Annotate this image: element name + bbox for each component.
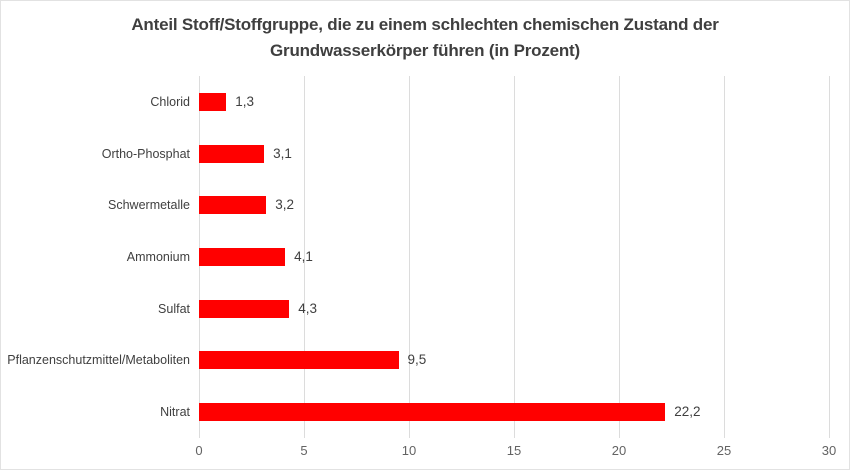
bar-value-label: 3,1 [273,145,292,161]
bar-value-label: 1,3 [235,93,255,109]
chart-title-line-2: Grundwasserkörper führen (in Prozent) [270,41,580,60]
bar-value-label: 9,5 [407,352,427,368]
bar-chlorid [199,92,227,111]
x-tick-label: 5 [300,443,308,458]
category-label: Sulfat [158,301,190,316]
category-label: Schwermetalle [108,198,190,213]
gridline-x-10 [408,76,410,438]
x-tick-label: 15 [506,443,522,458]
bar-value-label: 3,2 [275,197,294,213]
gridline-x-20 [618,76,620,438]
bar-nitrat [199,403,666,422]
chart-title-line-1: Anteil Stoff/Stoffgruppe, die zu einem s… [131,15,719,34]
bar-value-label: 4,1 [294,249,313,264]
gridline-x-5 [303,76,305,438]
category-label: Ortho-Phosphat [101,146,190,161]
x-tick-label: 0 [195,443,203,458]
bar-ammonium [199,248,286,266]
bar-value-label: 4,3 [298,300,318,316]
category-label: Pflanzenschutzmittel/Metaboliten [7,353,190,368]
gridline-x-25 [723,76,725,438]
bar-ortho-phosphat [199,144,265,163]
x-tick-label: 30 [821,443,837,458]
bar-schwermetalle [199,196,267,215]
category-label: Nitrat [160,405,190,420]
category-label: Chlorid [150,94,190,109]
category-label: Ammonium [126,250,190,264]
x-tick-label: 10 [401,443,417,458]
x-tick-label: 20 [611,443,627,458]
gridline-x-30 [828,76,830,438]
x-tick-label: 25 [716,443,732,458]
bar-sulfat [199,299,290,318]
chart-title: Anteil Stoff/Stoffgruppe, die zu einem s… [1,12,849,64]
bar-pflanzenschutzmittel-metaboliten [199,351,399,370]
gridline-x-15 [513,76,515,438]
bar-value-label: 22,2 [674,404,701,420]
plot-area: 1,3 3,1 3,2 4,1 4,3 9,5 22,2 [198,76,830,438]
